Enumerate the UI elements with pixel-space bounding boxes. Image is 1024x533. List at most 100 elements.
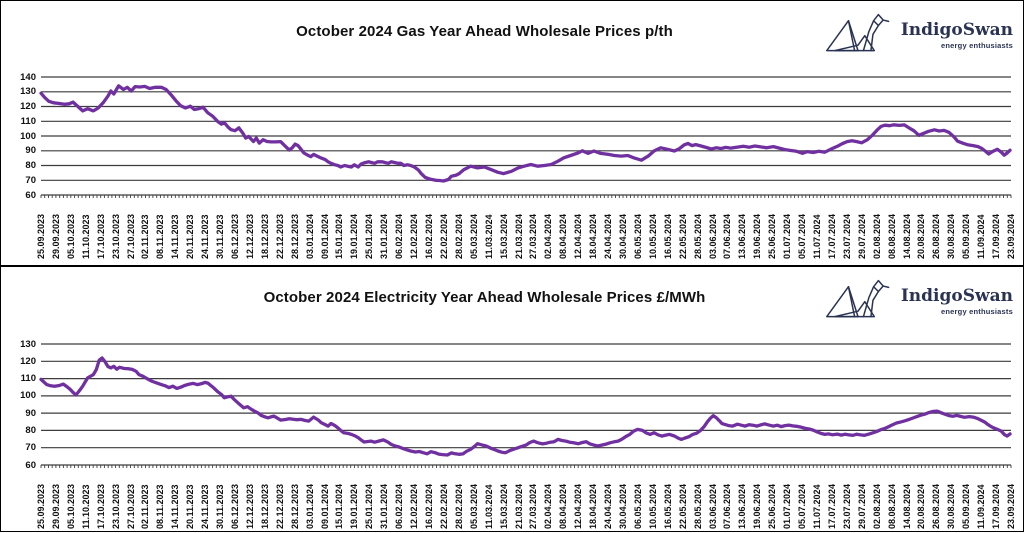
x-axis-label: 07.06.2024 (722, 213, 733, 259)
x-axis-label: 30.04.2024 (618, 213, 628, 259)
x-axis-label: 06.02.2024 (394, 483, 405, 529)
x-axis-label: 25.09.2023 (36, 483, 46, 529)
x-axis-label: 06.12.2023 (230, 483, 240, 529)
x-axis-label: 26.08.2024 (931, 483, 942, 529)
x-axis-label: 13.06.2024 (737, 213, 748, 259)
x-axis-label: 20.08.2024 (916, 483, 927, 529)
x-axis-label: 12.12.2023 (244, 483, 255, 529)
x-axis-label: 19.01.2024 (349, 483, 360, 529)
logo-name: IndigoSwan (900, 286, 1013, 306)
x-axis-label: 20.08.2024 (916, 213, 927, 259)
x-axis-label: 17.07.2024 (826, 483, 837, 529)
x-axis-label: 12.12.2023 (244, 213, 255, 259)
x-axis-label: 24.04.2024 (603, 483, 614, 529)
origami-swan-icon (825, 13, 890, 52)
y-axis-label: 70 (25, 442, 36, 454)
x-axis-label: 27.03.2024 (528, 213, 539, 259)
x-axis-label: 05.09.2024 (961, 483, 972, 529)
x-axis-label: 21.03.2024 (513, 213, 524, 259)
x-axis-label: 23.10.2023 (110, 213, 121, 259)
x-axis-label: 08.04.2024 (558, 213, 569, 259)
x-axis-label: 06.12.2023 (230, 213, 240, 259)
x-axis-label: 21.03.2024 (513, 483, 524, 529)
x-axis-label: 11.03.2024 (483, 484, 494, 529)
y-axis-label: 60 (25, 459, 36, 471)
x-axis-label: 05.03.2024 (468, 213, 479, 259)
indigoswan-logo: IndigoSwan energy enthusiasts (824, 274, 1013, 328)
x-axis-label: 23.07.2024 (841, 483, 852, 529)
x-axis-label: 08.11.2023 (155, 484, 166, 529)
x-axis-label: 22.05.2024 (677, 213, 688, 259)
x-axis-label: 08.11.2023 (155, 214, 166, 259)
x-axis-label: 14.08.2024 (901, 483, 912, 529)
x-axis-label: 11.10.2023 (80, 484, 91, 529)
x-axis-label: 14.11.2023 (170, 214, 181, 259)
x-axis-label: 29.07.2024 (856, 213, 867, 259)
x-axis-label: 28.02.2024 (453, 213, 464, 259)
y-axis-label: 130 (20, 86, 36, 98)
x-axis-label: 26.08.2024 (931, 213, 942, 259)
x-axis-label: 18.04.2024 (588, 213, 599, 259)
x-axis-label: 11.09.2024 (976, 484, 987, 529)
x-axis-label: 12.04.2024 (573, 213, 584, 259)
y-axis-label: 80 (25, 160, 36, 171)
gas-chart-title: October 2024 Gas Year Ahead Wholesale Pr… (296, 23, 673, 40)
x-axis-label: 25.06.2024 (767, 483, 778, 529)
gas-chart-panel: October 2024 Gas Year Ahead Wholesale Pr… (0, 0, 1024, 266)
x-axis-label: 17.10.2023 (95, 483, 106, 529)
x-axis-label: 29.09.2023 (50, 213, 61, 259)
x-axis-label: 14.08.2024 (901, 213, 912, 259)
x-axis-label: 11.10.2023 (80, 214, 91, 259)
electricity-chart-panel: October 2024 Electricity Year Ahead Whol… (0, 266, 1024, 532)
x-axis-label: 10.05.2024 (647, 483, 658, 529)
x-axis-label: 28.05.2024 (692, 483, 703, 529)
electricity-chart-title: October 2024 Electricity Year Ahead Whol… (263, 289, 706, 306)
x-axis-label: 22.12.2023 (274, 483, 285, 529)
x-axis-label: 03.06.2024 (707, 483, 718, 529)
y-axis-label: 100 (20, 130, 36, 142)
y-axis-label: 60 (25, 189, 36, 201)
x-axis-label: 08.08.2024 (886, 213, 897, 259)
x-axis-label: 30.08.2024 (946, 483, 957, 529)
x-axis-label: 23.09.2024 (1006, 483, 1016, 529)
x-axis-label: 27.10.2023 (125, 483, 136, 529)
y-axis-label: 100 (20, 390, 36, 402)
x-axis-label: 02.08.2024 (871, 213, 882, 259)
x-axis-label: 30.11.2023 (215, 484, 226, 529)
x-axis-label: 05.09.2024 (961, 213, 972, 259)
y-axis-label: 130 (20, 338, 36, 350)
price-line (39, 84, 1012, 183)
gridlines (41, 76, 1011, 196)
x-axis-label: 20.11.2023 (185, 484, 196, 529)
x-axis-label: 18.04.2024 (588, 483, 599, 529)
x-axis-label: 31.01.2024 (379, 483, 390, 529)
y-axis-label: 110 (20, 115, 36, 127)
x-axis-label: 15.03.2024 (498, 483, 509, 529)
x-axis-label: 01.07.2024 (782, 483, 793, 529)
x-axis-label: 15.01.2024 (334, 483, 345, 529)
x-axis-label: 12.02.2024 (409, 483, 420, 529)
logo-tagline: energy enthusiasts (941, 307, 1013, 316)
x-axis-label: 17.10.2023 (95, 213, 106, 259)
x-axis-label: 22.02.2024 (438, 483, 449, 529)
x-axis-label: 22.12.2023 (274, 213, 285, 259)
y-axis-label: 120 (20, 101, 36, 112)
x-axis-label: 17.09.2024 (991, 213, 1002, 259)
x-axis-label: 22.02.2024 (438, 213, 449, 259)
x-axis-label: 22.05.2024 (677, 483, 688, 529)
x-axis-tick-marks (40, 465, 1012, 468)
x-axis-label: 14.11.2023 (170, 484, 181, 529)
x-axis-label: 27.03.2024 (528, 483, 539, 529)
x-axis-label: 23.07.2024 (841, 213, 852, 259)
x-axis-label: 18.12.2023 (259, 213, 270, 259)
x-axis-label: 24.11.2023 (200, 484, 211, 529)
origami-swan-icon (825, 279, 890, 318)
x-axis-label: 13.06.2024 (737, 483, 748, 529)
x-axis-label: 12.02.2024 (409, 213, 420, 259)
x-axis-label: 27.10.2023 (125, 213, 136, 259)
y-axis-label: 90 (25, 145, 36, 157)
x-axis-label: 19.06.2024 (752, 483, 763, 529)
x-axis-label: 16.02.2024 (424, 213, 434, 259)
x-axis-label: 20.11.2023 (185, 214, 196, 259)
logo-name: IndigoSwan (900, 20, 1013, 40)
